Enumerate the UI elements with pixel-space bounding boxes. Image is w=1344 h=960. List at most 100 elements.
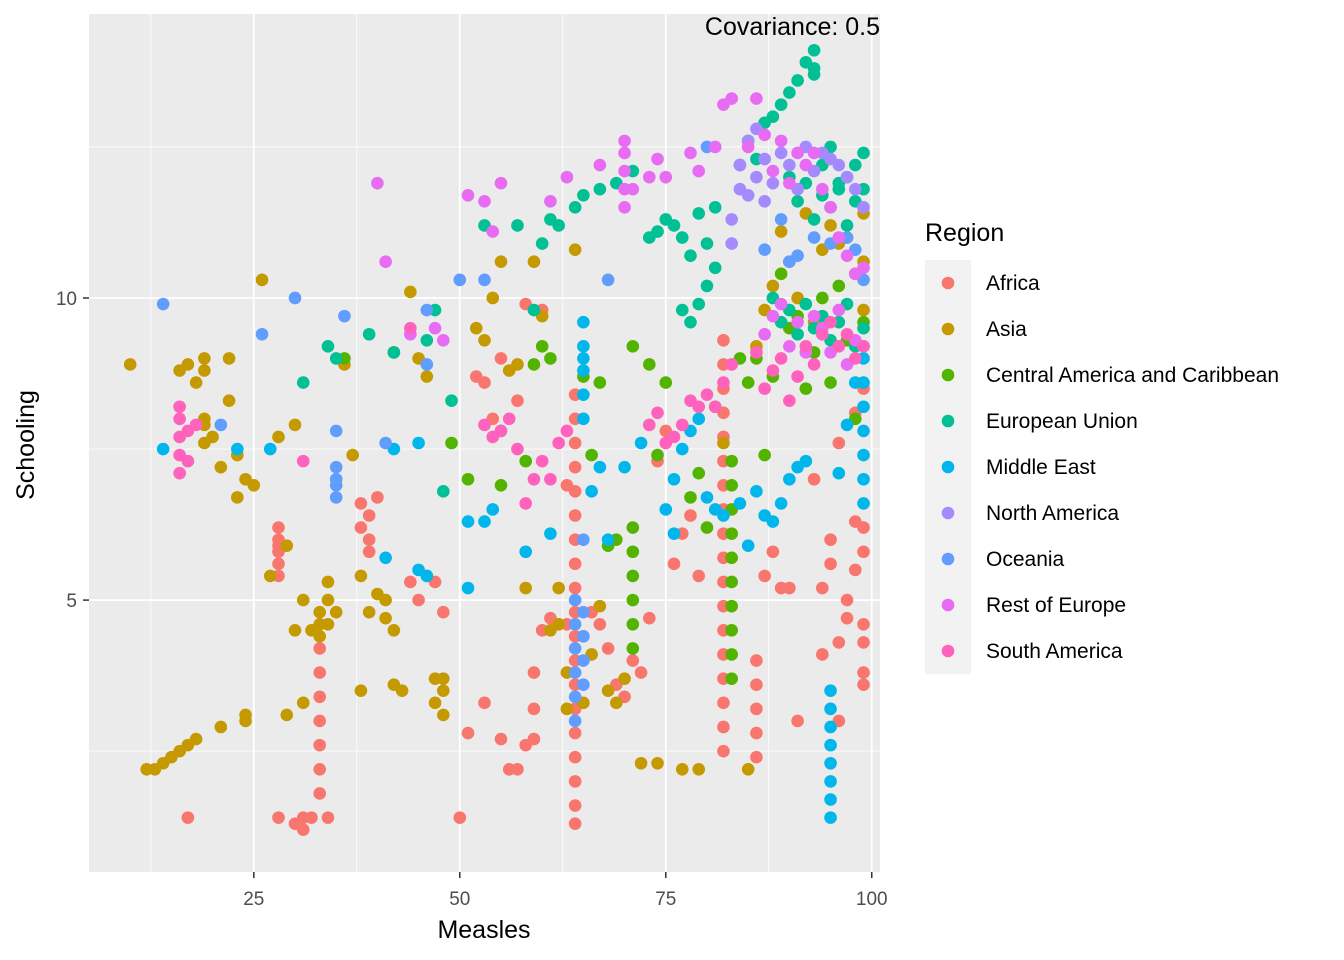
data-point xyxy=(198,364,211,377)
data-point xyxy=(832,340,846,353)
legend-label: North America xyxy=(986,502,1119,525)
data-point xyxy=(404,321,417,335)
data-point xyxy=(618,201,631,214)
data-point xyxy=(272,430,285,444)
data-point xyxy=(560,478,574,492)
data-point xyxy=(667,219,681,232)
data-point xyxy=(461,726,475,740)
data-point xyxy=(577,388,590,401)
data-point xyxy=(321,593,335,607)
data-point xyxy=(329,491,343,504)
data-point xyxy=(857,472,870,486)
data-point xyxy=(848,352,862,365)
data-point xyxy=(675,442,689,456)
data-point xyxy=(832,436,846,450)
data-point xyxy=(189,418,203,432)
data-point xyxy=(857,678,870,691)
data-point xyxy=(840,593,854,607)
data-point xyxy=(692,762,706,776)
data-point xyxy=(659,170,673,184)
legend-label: Middle East xyxy=(986,456,1096,479)
data-point xyxy=(667,557,681,571)
data-point xyxy=(857,321,870,335)
data-point xyxy=(214,460,228,474)
data-point xyxy=(362,509,376,522)
data-point xyxy=(857,666,870,679)
data-point xyxy=(774,352,788,365)
data-point xyxy=(568,642,582,655)
data-point xyxy=(626,617,640,631)
data-point xyxy=(478,515,491,528)
data-point xyxy=(774,98,788,111)
data-point xyxy=(379,611,392,625)
data-point xyxy=(857,424,870,438)
data-point xyxy=(461,472,475,486)
data-point xyxy=(379,551,392,565)
data-point xyxy=(832,303,846,317)
legend-label: European Union xyxy=(986,410,1138,433)
covariance-annotation: Covariance: 0.5 xyxy=(705,13,880,41)
data-point xyxy=(857,376,870,389)
y-axis-title: Schooling xyxy=(12,390,40,500)
data-point xyxy=(733,497,747,510)
data-point xyxy=(717,744,730,758)
data-point xyxy=(478,273,491,287)
data-point xyxy=(577,678,590,691)
data-point xyxy=(189,732,203,746)
data-point xyxy=(313,690,327,704)
data-point xyxy=(461,581,475,595)
data-point xyxy=(725,478,738,492)
data-point xyxy=(601,684,615,698)
data-point xyxy=(708,140,722,154)
data-point xyxy=(593,460,607,474)
data-point xyxy=(601,273,615,287)
data-point xyxy=(568,509,582,522)
data-point xyxy=(807,472,821,486)
data-point xyxy=(618,134,631,148)
data-point xyxy=(494,255,508,269)
data-point xyxy=(642,611,656,625)
data-point xyxy=(412,593,425,607)
data-point xyxy=(535,237,549,250)
data-point xyxy=(766,515,780,528)
x-axis-ticks: 25 50 75 100 xyxy=(243,872,888,910)
data-point xyxy=(313,714,327,728)
data-point xyxy=(791,370,804,383)
data-point xyxy=(280,708,294,722)
x-tick-label: 100 xyxy=(856,889,888,910)
data-point xyxy=(329,472,343,486)
data-point xyxy=(750,346,763,359)
data-point xyxy=(527,255,541,269)
data-point xyxy=(766,176,780,190)
data-point xyxy=(667,430,681,444)
data-point xyxy=(708,201,722,214)
data-point xyxy=(272,521,285,534)
data-point xyxy=(519,454,532,468)
data-point xyxy=(750,485,763,498)
legend-key xyxy=(941,368,955,382)
data-point xyxy=(692,164,706,178)
data-point xyxy=(750,170,763,184)
data-point xyxy=(362,605,376,619)
data-point xyxy=(263,442,277,456)
data-point xyxy=(354,521,368,534)
data-point xyxy=(544,352,557,365)
data-point xyxy=(198,352,211,365)
data-point xyxy=(807,309,821,323)
data-point xyxy=(371,176,384,190)
data-point xyxy=(824,557,837,571)
data-point xyxy=(395,684,409,698)
data-point xyxy=(725,237,738,250)
data-point xyxy=(807,146,821,160)
data-point xyxy=(280,539,294,553)
data-point xyxy=(123,358,137,371)
data-point xyxy=(717,509,730,522)
data-point xyxy=(684,146,697,160)
data-point xyxy=(544,195,557,208)
data-point xyxy=(527,358,541,371)
data-point xyxy=(181,454,195,468)
data-point xyxy=(437,708,450,722)
data-point xyxy=(156,442,170,456)
data-point xyxy=(675,303,689,317)
data-point xyxy=(626,642,640,655)
